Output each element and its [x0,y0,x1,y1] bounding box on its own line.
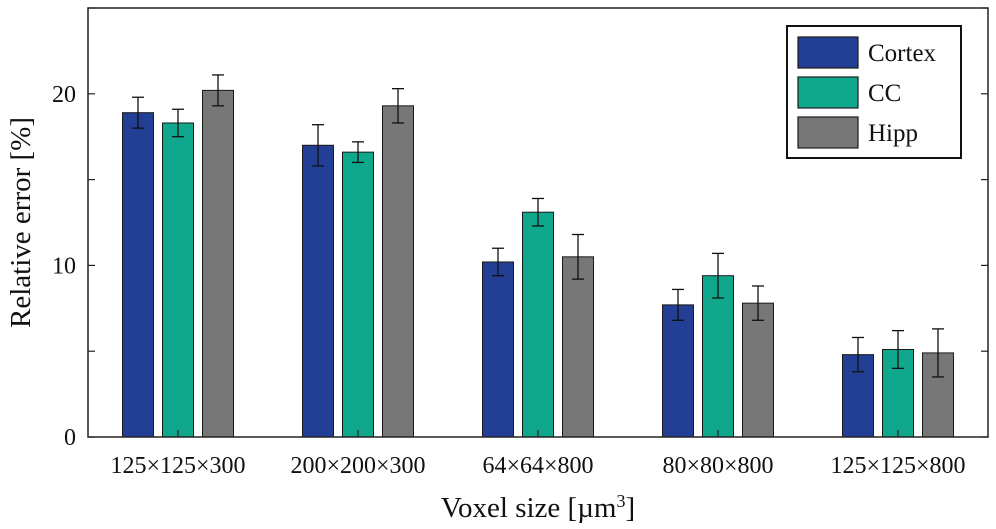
x-tick-label: 125×125×800 [830,453,965,479]
bar-cortex [662,304,694,438]
bar-hipp [742,302,774,438]
bar-cc [162,122,194,438]
x-tick-label: 64×64×800 [482,453,593,479]
x-axis-title: Voxel size [µm3] [441,491,635,524]
y-tick-label: 10 [52,253,76,279]
bar-hipp [202,89,234,438]
bar-cortex [482,261,514,438]
legend-swatch-cc [797,76,859,109]
legend-swatch-cortex [797,36,859,69]
x-tick-label: 200×200×300 [290,453,425,479]
x-axis-title-superscript: 3 [616,491,625,511]
x-tick-label: 125×125×300 [110,453,245,479]
legend-label-cc: CC [868,80,901,107]
error-bars-layer [132,74,944,378]
legend: Cortex CC Hipp [786,25,962,159]
bar-cc [702,275,734,438]
y-tick-label: 0 [64,425,76,451]
x-axis-title-suffix: ] [625,492,635,524]
bar-cortex [302,144,334,438]
legend-label-cortex: Cortex [868,40,937,67]
legend-swatch-hipp [797,116,859,149]
bar-hipp [562,256,594,438]
legend-label-hipp: Hipp [868,120,918,147]
axes: 0 10 20 125×125×300 200×200×300 64×64×800 80×8… [52,7,988,479]
bar-hipp [382,105,414,438]
bar-cortex [122,112,154,438]
bar-cc [342,151,374,438]
x-tick-label: 80×80×800 [662,453,773,479]
x-axis-title-main: Voxel size [µm [441,492,617,524]
y-axis-title: Relative error [%] [5,117,37,328]
bar-cc [522,211,554,438]
y-tick-label: 20 [52,82,76,108]
